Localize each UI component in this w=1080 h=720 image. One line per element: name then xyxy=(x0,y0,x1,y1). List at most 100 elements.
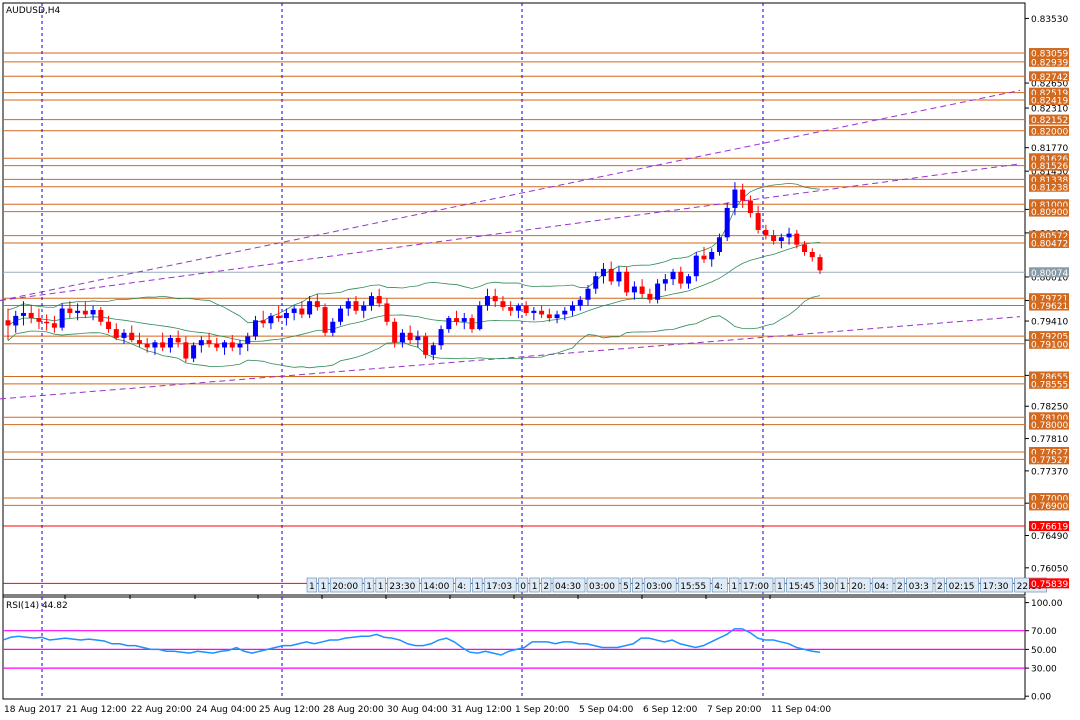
candle-body xyxy=(384,303,390,322)
event-marker: 1 xyxy=(840,582,846,592)
candle-body xyxy=(531,310,537,313)
level-label-box xyxy=(1029,181,1069,192)
level-label: 0.81526 xyxy=(1031,162,1068,172)
y-tick-label: 0.81770 xyxy=(1031,144,1068,154)
event-marker: 17:00 xyxy=(743,582,769,592)
event-marker-box xyxy=(472,577,483,593)
candle-body xyxy=(322,307,328,333)
candle-body xyxy=(268,315,274,324)
chart-title: AUDUSD,H4 xyxy=(6,6,61,16)
y-tick-label: 0.79410 xyxy=(1031,318,1068,328)
level-label-box xyxy=(1029,87,1069,98)
candle-body xyxy=(802,244,808,252)
event-marker-box xyxy=(421,577,454,593)
level-label-box xyxy=(1029,199,1069,210)
event-marker-box xyxy=(871,577,894,593)
x-tick-label: 31 Aug 12:00 xyxy=(451,705,512,715)
candle-body xyxy=(709,251,715,260)
rsi-panel: 100.00 70.00 50.00 30.00 0.00 xyxy=(2,599,1063,703)
event-marker: 1 xyxy=(777,582,783,592)
candle-body xyxy=(314,301,320,308)
level-label-box xyxy=(1029,412,1069,423)
event-marker: 04: xyxy=(874,582,888,592)
candle-body xyxy=(423,336,429,355)
event-marker: 17:03 xyxy=(486,582,512,592)
event-marker: 04:30 xyxy=(555,582,581,592)
candle-body xyxy=(639,286,645,294)
bottom-markers: 1 1 20:00 1 1 23:30 14:00 4: 1 17:03 0 1 2 04:30 03:00… xyxy=(306,577,1047,593)
candle-body xyxy=(407,332,413,341)
candle-body xyxy=(175,337,181,343)
candle-body xyxy=(160,342,166,348)
candle-body xyxy=(338,308,344,322)
event-marker: 2 xyxy=(635,582,641,592)
event-marker: 4: xyxy=(457,582,466,592)
event-marker-box xyxy=(980,577,1013,593)
level-label: 0.77627 xyxy=(1031,448,1068,458)
candle-body xyxy=(345,301,351,309)
candle-body xyxy=(716,237,722,252)
rsi-tick-label: 0.00 xyxy=(1031,693,1051,703)
x-tick-label: 25 Aug 12:00 xyxy=(259,705,320,715)
candle-body xyxy=(368,296,374,306)
candle-body xyxy=(399,332,405,343)
candle-body xyxy=(686,276,692,284)
candle-body xyxy=(183,342,189,359)
event-marker: 23:30 xyxy=(389,582,415,592)
event-marker: 20: xyxy=(851,582,865,592)
level-label: 0.78655 xyxy=(1031,373,1068,383)
candle-body xyxy=(13,315,19,326)
level-label: 0.80572 xyxy=(1031,232,1068,242)
event-marker-box xyxy=(774,577,785,593)
level-label: 0.82519 xyxy=(1031,89,1068,99)
level-label: 0.78000 xyxy=(1031,421,1068,431)
event-marker: 1 xyxy=(309,582,315,592)
event-marker: 1 xyxy=(366,582,372,592)
candle-body xyxy=(446,318,452,330)
candle-body xyxy=(616,271,622,282)
level-label: 0.77527 xyxy=(1031,456,1068,466)
level-label: 0.78100 xyxy=(1031,414,1068,424)
event-marker-box xyxy=(529,577,540,593)
trendlines xyxy=(0,89,1021,400)
level-label: 0.81000 xyxy=(1031,201,1068,211)
event-marker-box xyxy=(906,577,934,593)
rsi-tick-label: 30.00 xyxy=(1031,665,1057,675)
level-label: 0.82000 xyxy=(1031,127,1068,137)
level-label: 0.78555 xyxy=(1031,380,1068,390)
candle-body xyxy=(469,318,475,330)
event-marker-box xyxy=(837,577,848,593)
rsi-tick-label: 100.00 xyxy=(1031,599,1063,609)
candle-body xyxy=(90,310,96,315)
rsi-tick-label: 70.00 xyxy=(1031,627,1057,637)
level-label-box xyxy=(1029,206,1069,217)
y-tick-label: 0.77810 xyxy=(1031,435,1068,445)
event-marker-box xyxy=(306,577,317,593)
level-label-box xyxy=(1029,71,1069,82)
candle-body xyxy=(144,343,150,348)
level-label: 0.79100 xyxy=(1031,340,1068,350)
period-separators xyxy=(41,3,764,699)
candle-body xyxy=(415,336,421,341)
candle-body xyxy=(276,315,282,319)
candle-body xyxy=(747,200,753,214)
level-label: 0.79721 xyxy=(1031,295,1068,305)
trendline xyxy=(0,163,1021,301)
time-axis: 18 Aug 2017 21 Aug 12:00 22 Aug 20:00 24 Au… xyxy=(2,595,831,715)
level-label: 0.82419 xyxy=(1031,97,1068,107)
candle-body xyxy=(361,305,367,311)
level-label-box xyxy=(1029,493,1069,504)
candle-body xyxy=(214,343,220,348)
candle-body xyxy=(508,307,514,311)
candle-body xyxy=(438,329,444,346)
event-marker-box xyxy=(483,577,517,593)
level-label: 0.83059 xyxy=(1031,50,1068,60)
event-marker-box xyxy=(894,577,905,593)
x-tick-label: 18 Aug 2017 xyxy=(4,705,62,715)
candle-body xyxy=(67,308,73,313)
x-tick-label: 1 Sep 20:00 xyxy=(515,705,570,715)
candle-body xyxy=(778,237,784,241)
event-marker-box xyxy=(786,577,819,593)
event-marker: 1 xyxy=(321,582,327,592)
